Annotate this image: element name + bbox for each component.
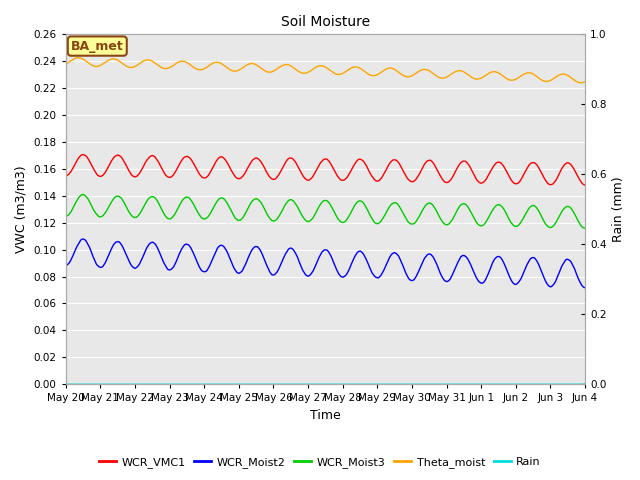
Y-axis label: Rain (mm): Rain (mm) <box>612 177 625 242</box>
Title: Soil Moisture: Soil Moisture <box>281 15 370 29</box>
Y-axis label: VWC (m3/m3): VWC (m3/m3) <box>15 166 28 253</box>
Legend: WCR_VMC1, WCR_Moist2, WCR_Moist3, Theta_moist, Rain: WCR_VMC1, WCR_Moist2, WCR_Moist3, Theta_… <box>95 452 545 472</box>
X-axis label: Time: Time <box>310 409 340 422</box>
Text: BA_met: BA_met <box>71 39 124 53</box>
